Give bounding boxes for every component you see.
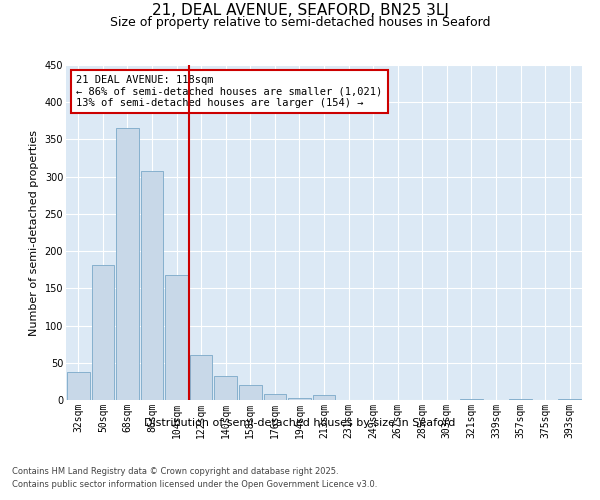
Bar [92,264,114,400]
Y-axis label: Number of semi-detached properties: Number of semi-detached properties [29,130,39,336]
Text: Contains HM Land Registry data © Crown copyright and database right 2025.: Contains HM Land Registry data © Crown c… [12,468,338,476]
Bar [288,398,311,400]
Text: 21, DEAL AVENUE, SEAFORD, BN25 3LJ: 21, DEAL AVENUE, SEAFORD, BN25 3LJ [152,2,448,18]
Bar [313,395,335,400]
Bar [239,385,262,400]
Bar [214,376,237,400]
Bar [165,275,188,400]
Bar [263,394,286,400]
Bar [140,170,163,400]
Text: Size of property relative to semi-detached houses in Seaford: Size of property relative to semi-detach… [110,16,490,29]
Bar [67,372,89,400]
Text: Distribution of semi-detached houses by size in Seaford: Distribution of semi-detached houses by … [145,418,455,428]
Bar [460,398,483,400]
Text: Contains public sector information licensed under the Open Government Licence v3: Contains public sector information licen… [12,480,377,489]
Text: 21 DEAL AVENUE: 118sqm
← 86% of semi-detached houses are smaller (1,021)
13% of : 21 DEAL AVENUE: 118sqm ← 86% of semi-det… [76,75,383,108]
Bar [559,398,581,400]
Bar [116,128,139,400]
Bar [190,356,212,400]
